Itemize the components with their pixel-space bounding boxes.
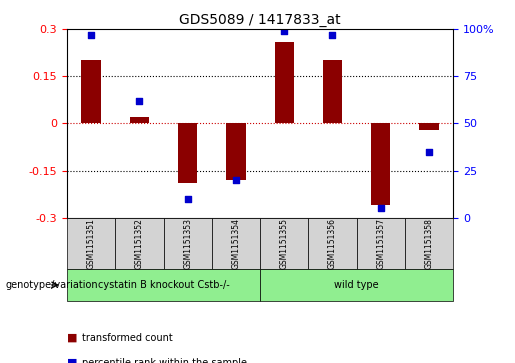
Text: GSM1151356: GSM1151356 [328,218,337,269]
Point [376,205,385,211]
Text: GSM1151353: GSM1151353 [183,218,192,269]
Text: GSM1151358: GSM1151358 [424,218,434,269]
Text: ■: ■ [67,358,77,363]
Point [425,149,433,155]
Bar [130,117,149,123]
Text: transformed count: transformed count [82,333,173,343]
Point [87,32,95,38]
Point [329,32,337,38]
Title: GDS5089 / 1417833_at: GDS5089 / 1417833_at [179,13,341,26]
Bar [178,123,197,183]
Point [183,196,192,202]
Bar [323,61,342,123]
Text: GSM1151351: GSM1151351 [87,218,96,269]
Text: GSM1151355: GSM1151355 [280,218,289,269]
Bar [419,123,439,130]
Point [135,98,144,104]
Text: GSM1151354: GSM1151354 [231,218,241,269]
Point [232,177,240,183]
Text: percentile rank within the sample: percentile rank within the sample [82,358,247,363]
Bar [274,42,294,123]
Text: wild type: wild type [334,280,379,290]
Bar [226,123,246,180]
Text: GSM1151352: GSM1151352 [135,218,144,269]
Point [280,28,288,34]
Text: genotype/variation: genotype/variation [5,280,98,290]
Text: cystatin B knockout Cstb-/-: cystatin B knockout Cstb-/- [98,280,229,290]
Bar [371,123,390,205]
Text: GSM1151357: GSM1151357 [376,218,385,269]
Text: ■: ■ [67,333,77,343]
Bar [81,61,101,123]
